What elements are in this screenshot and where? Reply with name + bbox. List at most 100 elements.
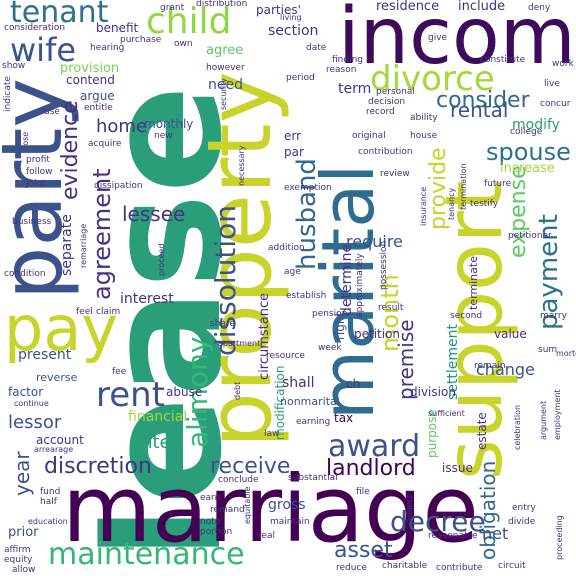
word-monthly: monthly (144, 117, 194, 131)
word-establish: establish (286, 291, 327, 301)
word-marry: marry (540, 311, 567, 321)
word-celebration: celebration (513, 404, 522, 450)
word-enter: enter (130, 432, 179, 453)
word-portion: portion (200, 527, 233, 537)
word-real: real (258, 531, 276, 541)
word-abuse: abuse (166, 385, 203, 399)
word-present: present (18, 347, 72, 363)
word-feel: feel (76, 307, 93, 317)
word-profit: profit (26, 155, 50, 165)
word-record: record (366, 107, 395, 117)
word-divorce: divorce (370, 59, 495, 99)
word-equity: equity (4, 555, 33, 565)
word-employment: employment (553, 389, 562, 440)
word-claim: claim (96, 307, 121, 317)
word-date: date (306, 43, 327, 53)
word-hearing: hearing (90, 43, 125, 53)
word-period: period (286, 73, 315, 83)
word-education: education (28, 517, 68, 526)
word-err: err (284, 129, 302, 143)
word-ability: ability (410, 113, 438, 123)
word-law: law (264, 429, 280, 439)
word-fund: fund (40, 487, 61, 497)
word-constitute: constitute (480, 55, 526, 65)
word-insurance: insurance (419, 186, 428, 226)
word-division: division (410, 385, 456, 399)
word-increase: increase (500, 161, 555, 176)
word-reduce: reduce (336, 563, 367, 573)
word-own: own (174, 39, 193, 49)
word-condition: condition (4, 269, 46, 279)
word-termination: termination (459, 163, 468, 210)
word-residence: residence (376, 0, 440, 14)
word-asset: asset (334, 538, 393, 563)
word-obligation: obligation (476, 460, 500, 560)
word-resource: resource (266, 351, 305, 361)
word-purchase: purchase (120, 35, 162, 45)
word-possession: possession (379, 240, 389, 290)
word-future: future (484, 179, 512, 189)
word-dissipation: dissipation (94, 181, 143, 191)
word-terminate: terminate (467, 256, 480, 310)
word-entitle: entitle (84, 103, 113, 113)
word-continue: continue (14, 399, 49, 408)
word-evidence: evidence (58, 100, 83, 200)
word-circumstance: circumstance (257, 292, 272, 380)
word-issue: issue (442, 461, 473, 475)
word-maintenance: maintenance (48, 537, 245, 572)
word-fee: fee (112, 367, 127, 377)
word-account: account (36, 433, 84, 447)
word-remand: remand (210, 505, 245, 515)
word-note: note (200, 517, 221, 527)
word-subject: subject (405, 495, 414, 524)
word-earning: earning (296, 417, 331, 427)
word-lose: lose (21, 131, 30, 148)
word-separate: separate (59, 214, 75, 276)
word-concur: concur (540, 99, 571, 109)
word-contribution: contribution (358, 147, 413, 157)
word-financial: financial (128, 409, 188, 425)
word-contend: contend (66, 73, 115, 87)
word-work: work (552, 59, 574, 69)
word-factor: factor (8, 385, 44, 399)
word-section: section (268, 23, 319, 39)
word-give: give (428, 33, 448, 43)
word-determine: determine (339, 243, 355, 316)
word-maintain: maintain (270, 517, 310, 527)
word-dissolution: dissolution (209, 204, 242, 356)
word-decree: decree (390, 505, 486, 538)
word-however: however (206, 63, 245, 73)
word-new: new (154, 131, 173, 141)
word-pension: pension (312, 309, 348, 319)
word-discretion: discretion (44, 454, 152, 479)
word-sum: sum (538, 345, 558, 355)
word-contribute: contribute (436, 563, 483, 573)
word-petition: petition (354, 327, 401, 341)
word-testify: testify (470, 199, 499, 209)
word-acquire: acquire (88, 139, 122, 149)
word-week: week (318, 343, 342, 353)
word-conclude: conclude (218, 475, 259, 485)
word-expense: expense (506, 165, 531, 258)
word-award: award (328, 429, 421, 464)
word-rental: rental (450, 98, 509, 122)
word-change: change (476, 360, 535, 379)
word-marriage: marriage (62, 456, 479, 563)
word-joint: joint (26, 179, 46, 189)
word-tenant: tenant (10, 0, 109, 30)
word-agree: agree (206, 43, 244, 58)
word-modify: modify (512, 117, 560, 133)
word-consider: consider (436, 88, 530, 113)
word-need: need (208, 77, 243, 93)
word-proceeding: proceeding (555, 515, 564, 560)
word-share: share (210, 319, 235, 329)
word-receive: receive (210, 454, 291, 479)
word-par: par (284, 145, 304, 159)
word-half: half (40, 497, 57, 507)
word-husband: husband (292, 158, 322, 270)
word-reason: reason (326, 65, 357, 75)
word-consideration: consideration (4, 23, 66, 33)
word-ch: ch (346, 377, 361, 391)
word-require: require (346, 232, 403, 251)
